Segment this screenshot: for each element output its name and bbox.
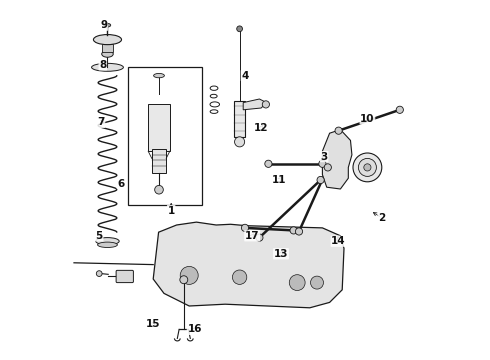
Text: 6: 6 [117, 179, 124, 189]
Circle shape [396, 106, 403, 113]
Circle shape [235, 137, 245, 147]
Text: 15: 15 [146, 319, 160, 329]
Circle shape [256, 234, 263, 241]
Circle shape [335, 127, 342, 134]
Ellipse shape [92, 63, 123, 71]
Text: 2: 2 [378, 213, 386, 223]
Bar [102, 44, 113, 52]
Bar [152, 149, 166, 173]
Ellipse shape [153, 73, 165, 78]
Ellipse shape [96, 238, 119, 245]
Bar [128, 67, 202, 205]
Circle shape [353, 153, 382, 182]
Text: 1: 1 [168, 206, 175, 216]
Circle shape [97, 271, 102, 276]
Circle shape [242, 224, 248, 231]
Ellipse shape [102, 51, 113, 57]
Text: 8: 8 [99, 60, 106, 70]
Circle shape [265, 160, 272, 167]
Text: 3: 3 [320, 152, 328, 162]
Circle shape [319, 160, 326, 167]
Ellipse shape [94, 35, 122, 45]
Circle shape [311, 276, 323, 289]
Text: 7: 7 [98, 117, 105, 127]
Polygon shape [153, 222, 344, 308]
Text: 11: 11 [272, 175, 287, 185]
Bar [148, 104, 170, 151]
Text: 17: 17 [245, 231, 260, 241]
Circle shape [290, 227, 297, 234]
Circle shape [180, 276, 188, 284]
Circle shape [262, 101, 270, 108]
Circle shape [324, 164, 331, 171]
Circle shape [180, 266, 198, 284]
Circle shape [237, 26, 243, 32]
Text: 4: 4 [241, 71, 249, 81]
Ellipse shape [104, 23, 111, 27]
Text: 10: 10 [360, 114, 375, 124]
Polygon shape [243, 99, 267, 110]
Text: 13: 13 [274, 249, 288, 259]
Ellipse shape [98, 242, 118, 248]
FancyBboxPatch shape [116, 270, 133, 283]
Circle shape [289, 275, 305, 291]
Text: 16: 16 [187, 324, 202, 334]
Circle shape [358, 158, 376, 176]
Bar [234, 101, 245, 137]
Text: 14: 14 [331, 236, 346, 246]
Text: 9: 9 [100, 20, 107, 30]
Circle shape [295, 228, 303, 235]
Circle shape [155, 185, 163, 194]
Polygon shape [322, 130, 352, 189]
Circle shape [232, 270, 247, 284]
Text: 12: 12 [254, 123, 269, 133]
Circle shape [364, 164, 371, 171]
Circle shape [317, 176, 324, 184]
Text: 5: 5 [96, 231, 103, 241]
